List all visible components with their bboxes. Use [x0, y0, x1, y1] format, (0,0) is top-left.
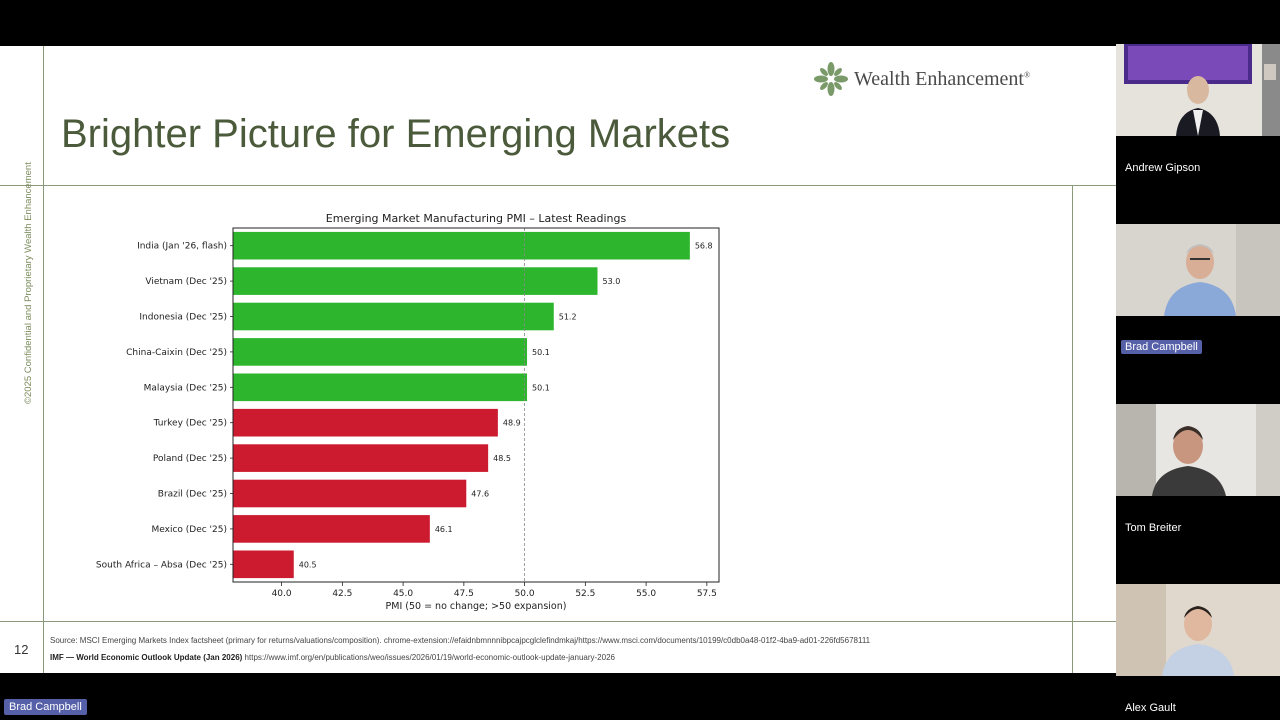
- logo-registered-mark: ®: [1023, 69, 1031, 79]
- bar-value-label: 50.1: [532, 383, 550, 392]
- category-label: Indonesia (Dec '25): [139, 313, 227, 323]
- participant-tile-4[interactable]: Alex Gault: [1116, 584, 1280, 720]
- bar-value-label: 47.6: [471, 490, 489, 499]
- x-tick-label: 55.0: [636, 589, 656, 599]
- bar-value-label: 46.1: [435, 525, 453, 534]
- category-label: India (Jan '26, flash): [137, 242, 227, 252]
- chart-bar: [233, 479, 467, 508]
- participant-tile-2[interactable]: Brad Campbell: [1116, 224, 1280, 404]
- plot-frame: [232, 227, 720, 583]
- copyright-side-text: ©2025 Confidential and Proprietary Wealt…: [23, 162, 34, 404]
- participant-video: [1116, 224, 1280, 316]
- x-tick-label: 47.5: [454, 589, 474, 599]
- chart-bar: [233, 267, 598, 295]
- bar-value-label: 48.9: [503, 419, 521, 428]
- category-label: South Africa – Absa (Dec '25): [96, 560, 227, 570]
- category-label: Poland (Dec '25): [153, 454, 227, 464]
- x-tick-label: 52.5: [575, 589, 595, 599]
- source-line-1: Source: MSCI Emerging Markets Index fact…: [50, 636, 871, 645]
- participant-name: Alex Gault: [1125, 702, 1176, 714]
- chart-bar: [233, 373, 528, 402]
- source-line-2-url: https://www.imf.org/en/publications/weo/…: [242, 653, 615, 662]
- chart-bar: [233, 231, 690, 260]
- title-divider: [0, 185, 1116, 186]
- active-speaker-label: Brad Campbell: [4, 699, 87, 715]
- x-axis-label: PMI (50 = no change; >50 expansion): [386, 601, 567, 612]
- left-border-line: [43, 46, 44, 673]
- category-label: Malaysia (Dec '25): [144, 383, 227, 393]
- category-label: China-Caixin (Dec '25): [126, 348, 227, 358]
- footer-divider: [0, 621, 1116, 622]
- source-line-2-bold: IMF — World Economic Outlook Update (Jan…: [50, 653, 243, 662]
- bar-value-label: 56.8: [695, 242, 713, 251]
- chart-bar: [233, 338, 528, 366]
- bar-value-label: 40.5: [299, 560, 317, 569]
- source-line-2: IMF — World Economic Outlook Update (Jan…: [50, 653, 615, 662]
- category-label: Vietnam (Dec '25): [145, 277, 227, 287]
- participant-tile-3[interactable]: Tom Breiter: [1116, 404, 1280, 584]
- bar-value-label: 50.1: [532, 348, 550, 357]
- chart-bar: [233, 302, 554, 331]
- participant-name: Brad Campbell: [1121, 340, 1202, 354]
- participant-name: Tom Breiter: [1125, 522, 1182, 534]
- chart-bar: [233, 550, 294, 579]
- x-tick-label: 42.5: [332, 589, 352, 599]
- x-tick-label: 45.0: [393, 589, 413, 599]
- page-number: 12: [14, 642, 29, 657]
- category-label: Turkey (Dec '25): [153, 419, 227, 429]
- leaf-logo-icon: [814, 62, 848, 96]
- pmi-bar-chart: Emerging Market Manufacturing PMI – Late…: [96, 212, 720, 612]
- chart-bar: [233, 444, 489, 472]
- right-border-line: [1072, 186, 1073, 673]
- logo-text: Wealth Enhancement: [854, 67, 1024, 90]
- bar-value-label: 51.2: [559, 313, 577, 322]
- bar-value-label: 48.5: [493, 454, 511, 463]
- x-tick-label: 40.0: [272, 589, 292, 599]
- slide-title: Brighter Picture for Emerging Markets: [61, 112, 731, 156]
- presentation-slide: Wealth Enhancement® Brighter Picture for…: [0, 46, 1116, 673]
- category-label: Mexico (Dec '25): [151, 525, 227, 535]
- participant-tile-1[interactable]: Andrew Gipson: [1116, 44, 1280, 224]
- wealth-enhancement-logo: Wealth Enhancement®: [812, 60, 1030, 98]
- x-tick-label: 57.5: [697, 589, 717, 599]
- chart-bar: [233, 515, 430, 543]
- participant-name: Andrew Gipson: [1125, 162, 1201, 174]
- participant-video: [1116, 404, 1280, 496]
- chart-title: Emerging Market Manufacturing PMI – Late…: [326, 212, 627, 225]
- bar-value-label: 53.0: [603, 277, 621, 286]
- participant-video: [1116, 44, 1280, 136]
- category-label: Brazil (Dec '25): [158, 490, 227, 500]
- x-tick-label: 50.0: [515, 589, 535, 599]
- chart-bar: [233, 408, 498, 437]
- participant-video: [1116, 584, 1280, 676]
